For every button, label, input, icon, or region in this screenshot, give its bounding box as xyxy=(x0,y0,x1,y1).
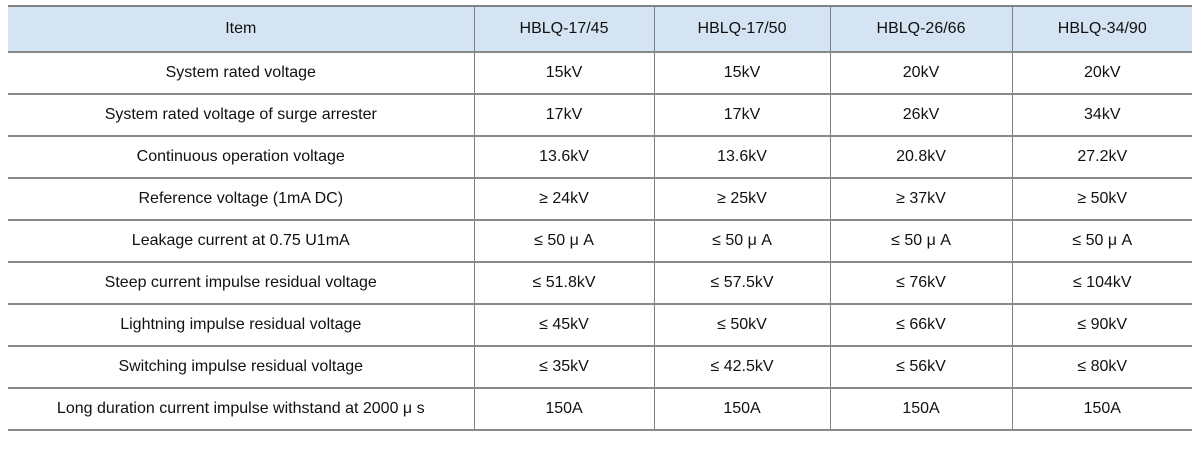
value-cell: ≤ 66kV xyxy=(829,304,1012,346)
table-row: System rated voltage 15kV 15kV 20kV 20kV xyxy=(8,52,1192,94)
value-cell: ≤ 45kV xyxy=(473,304,654,346)
value-cell: 150A xyxy=(653,388,830,430)
value-cell: 34kV xyxy=(1011,94,1192,136)
value-cell: ≤ 104kV xyxy=(1011,262,1192,304)
value-cell: 26kV xyxy=(829,94,1012,136)
value-cell: ≥ 50kV xyxy=(1011,178,1192,220)
spec-table-container: Item HBLQ-17/45 HBLQ-17/50 HBLQ-26/66 HB… xyxy=(8,5,1192,431)
value-cell: ≤ 50 μ A xyxy=(653,220,830,262)
value-cell: ≤ 51.8kV xyxy=(473,262,654,304)
value-cell: 20kV xyxy=(829,52,1012,94)
value-cell: 13.6kV xyxy=(653,136,830,178)
value-cell: ≤ 50 μ A xyxy=(473,220,654,262)
column-header-model-4: HBLQ-34/90 xyxy=(1011,6,1192,52)
value-cell: ≤ 90kV xyxy=(1011,304,1192,346)
value-cell: 15kV xyxy=(653,52,830,94)
value-cell: 13.6kV xyxy=(473,136,654,178)
table-row: System rated voltage of surge arrester 1… xyxy=(8,94,1192,136)
row-label-cell: System rated voltage xyxy=(8,52,474,94)
value-cell: ≤ 35kV xyxy=(473,346,654,388)
value-cell: ≥ 25kV xyxy=(653,178,830,220)
value-cell: 17kV xyxy=(473,94,654,136)
value-cell: ≤ 76kV xyxy=(829,262,1012,304)
row-label-cell: System rated voltage of surge arrester xyxy=(8,94,474,136)
value-cell: 20.8kV xyxy=(829,136,1012,178)
table-row: Continuous operation voltage 13.6kV 13.6… xyxy=(8,136,1192,178)
row-label-cell: Long duration current impulse withstand … xyxy=(8,388,474,430)
row-label-cell: Reference voltage (1mA DC) xyxy=(8,178,474,220)
value-cell: ≤ 50 μ A xyxy=(829,220,1012,262)
row-label-cell: Continuous operation voltage xyxy=(8,136,474,178)
value-cell: 15kV xyxy=(473,52,654,94)
column-header-model-2: HBLQ-17/50 xyxy=(653,6,830,52)
row-label-cell: Switching impulse residual voltage xyxy=(8,346,474,388)
value-cell: ≥ 37kV xyxy=(829,178,1012,220)
value-cell: 150A xyxy=(1011,388,1192,430)
table-row: Steep current impulse residual voltage ≤… xyxy=(8,262,1192,304)
value-cell: ≥ 24kV xyxy=(473,178,654,220)
table-row: Reference voltage (1mA DC) ≥ 24kV ≥ 25kV… xyxy=(8,178,1192,220)
value-cell: ≤ 56kV xyxy=(829,346,1012,388)
column-header-item: Item xyxy=(8,6,474,52)
value-cell: ≤ 50kV xyxy=(653,304,830,346)
value-cell: ≤ 42.5kV xyxy=(653,346,830,388)
table-row: Switching impulse residual voltage ≤ 35k… xyxy=(8,346,1192,388)
value-cell: ≤ 50 μ A xyxy=(1011,220,1192,262)
row-label-cell: Leakage current at 0.75 U1mA xyxy=(8,220,474,262)
column-header-model-1: HBLQ-17/45 xyxy=(473,6,654,52)
value-cell: 150A xyxy=(829,388,1012,430)
spec-table: Item HBLQ-17/45 HBLQ-17/50 HBLQ-26/66 HB… xyxy=(8,5,1192,431)
value-cell: ≤ 57.5kV xyxy=(653,262,830,304)
value-cell: 17kV xyxy=(653,94,830,136)
table-row: Leakage current at 0.75 U1mA ≤ 50 μ A ≤ … xyxy=(8,220,1192,262)
value-cell: ≤ 80kV xyxy=(1011,346,1192,388)
table-row: Lightning impulse residual voltage ≤ 45k… xyxy=(8,304,1192,346)
value-cell: 20kV xyxy=(1011,52,1192,94)
column-header-model-3: HBLQ-26/66 xyxy=(829,6,1012,52)
header-row: Item HBLQ-17/45 HBLQ-17/50 HBLQ-26/66 HB… xyxy=(8,6,1192,52)
value-cell: 27.2kV xyxy=(1011,136,1192,178)
value-cell: 150A xyxy=(473,388,654,430)
row-label-cell: Steep current impulse residual voltage xyxy=(8,262,474,304)
row-label-cell: Lightning impulse residual voltage xyxy=(8,304,474,346)
table-row: Long duration current impulse withstand … xyxy=(8,388,1192,430)
